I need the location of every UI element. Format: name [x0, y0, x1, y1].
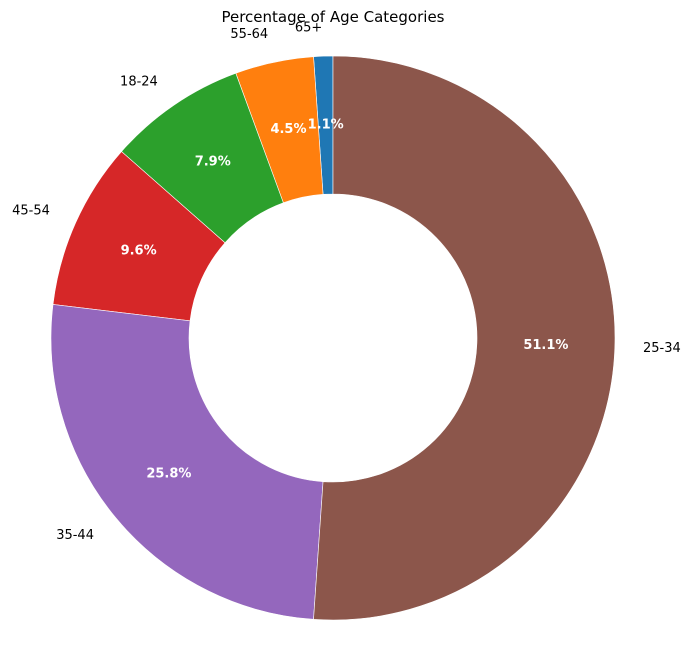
slice-25-34 [313, 55, 616, 621]
percentage-label: 25.8% [146, 466, 191, 481]
category-label: 45-54 [12, 204, 50, 219]
slices-group [50, 55, 616, 621]
category-label: 65+ [295, 20, 322, 35]
category-label: 55-64 [230, 27, 268, 42]
category-label: 25-34 [643, 341, 681, 356]
percentage-label: 9.6% [121, 243, 157, 258]
slice-35-44 [50, 304, 324, 620]
chart-title: Percentage of Age Categories [221, 8, 444, 26]
category-labels-group: 65+ 55-64 18-24 45-54 35-44 25-34 [12, 20, 681, 543]
percentage-labels-group: 1.1%4.5% 7.9% 9.6% 25.8% 51.1% [121, 118, 569, 482]
category-label: 18-24 [120, 74, 158, 89]
percentage-label: 7.9% [195, 155, 231, 170]
category-label: 35-44 [56, 528, 94, 543]
percentage-label: 51.1% [523, 338, 568, 353]
percentage-label: 1.1% [308, 118, 344, 133]
percentage-label: 4.5% [270, 122, 306, 137]
